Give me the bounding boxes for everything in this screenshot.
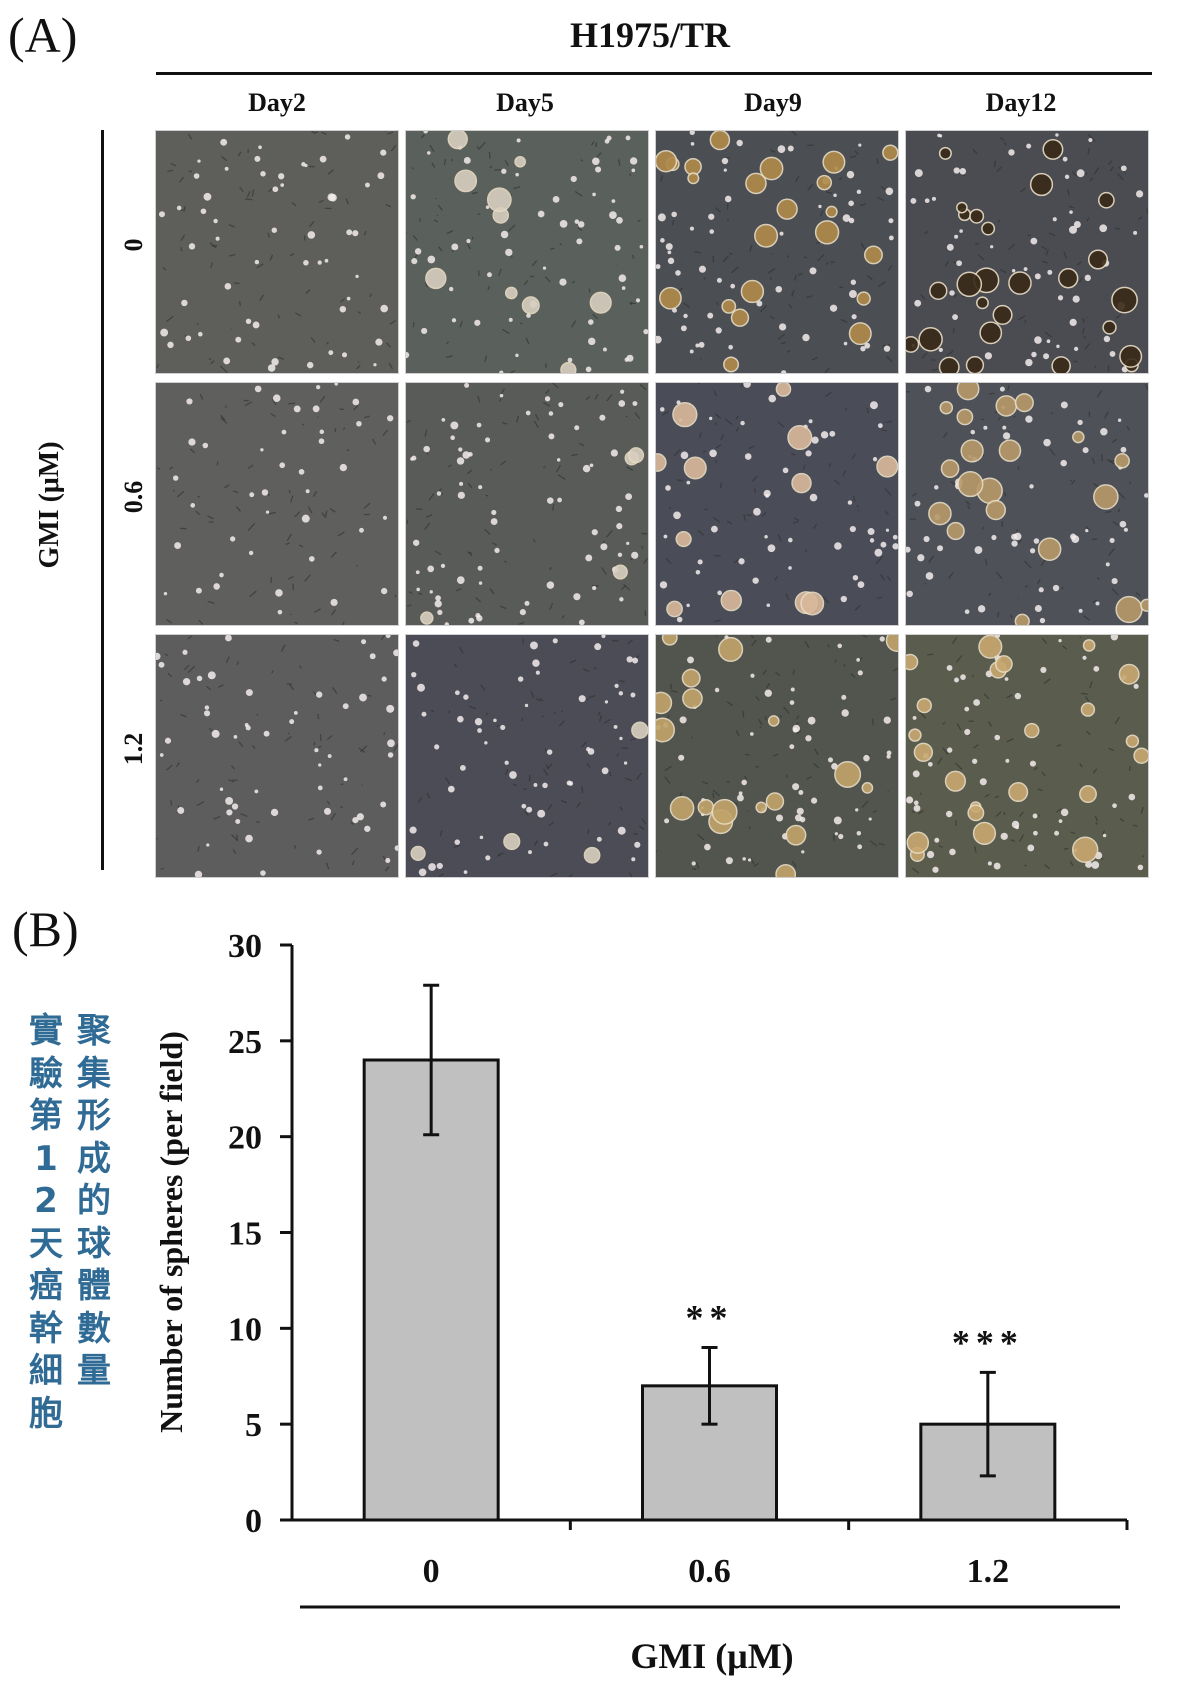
y-tick-label: 10	[228, 1311, 262, 1348]
x-tick-label: 0.6	[688, 1553, 731, 1590]
y-tick-label: 30	[228, 928, 262, 965]
bar-1.2	[919, 1422, 1057, 1522]
bar-0	[362, 1058, 500, 1522]
x-tick-label: 0	[423, 1553, 440, 1590]
significance-marker: **	[686, 1298, 734, 1338]
micrograph-06-day9	[655, 382, 899, 626]
y-tick-label: 20	[228, 1120, 262, 1157]
x-tick-label: 1.2	[967, 1553, 1010, 1590]
micrograph-06-day5	[405, 382, 649, 626]
micrograph-0-day2	[155, 130, 399, 374]
y-tick-label: 25	[228, 1024, 262, 1061]
micrograph-12-day2	[155, 634, 399, 878]
micrograph-12-day5	[405, 634, 649, 878]
micrograph-12-day12	[905, 634, 1149, 878]
micrograph-0-day12	[905, 130, 1149, 374]
micrograph-12-day9	[655, 634, 899, 878]
bar-0.6	[641, 1384, 778, 1522]
y-tick-label: 5	[245, 1407, 262, 1444]
cell-line-title: H1975/TR	[569, 15, 730, 55]
cell-line-title-rule	[156, 72, 1152, 75]
column-header-day12: Day12	[985, 88, 1057, 117]
row-label-1-2: 1.2	[119, 732, 148, 766]
micrograph-0-day5	[405, 130, 649, 374]
row-axis-line	[101, 130, 104, 870]
row-label-0-6: 0.6	[119, 480, 148, 514]
annotation-column-2: 聚集形成的球體數量	[77, 1011, 111, 1391]
y-tick-label: 0	[245, 1503, 262, 1540]
column-header-day5: Day5	[496, 88, 554, 117]
micrograph-0-day9	[655, 130, 899, 374]
y-tick-label: 15	[228, 1216, 262, 1253]
panel-b-label: (B)	[12, 901, 79, 957]
column-header-day2: Day2	[248, 88, 306, 117]
x-axis-title: GMI (μM)	[630, 1636, 793, 1676]
annotation-column-1: 實驗第12天癌幹細胞	[29, 1011, 63, 1434]
micrograph-06-day2	[155, 382, 399, 626]
micrograph-06-day12	[905, 382, 1149, 626]
column-header-day9: Day9	[744, 88, 802, 117]
y-axis-title: Number of spheres (per field)	[153, 1031, 189, 1433]
row-label-0: 0	[119, 238, 148, 252]
row-axis-title: GMI (μM)	[34, 441, 65, 569]
significance-marker: ***	[952, 1322, 1024, 1362]
panel-a-label: (A)	[8, 7, 78, 63]
